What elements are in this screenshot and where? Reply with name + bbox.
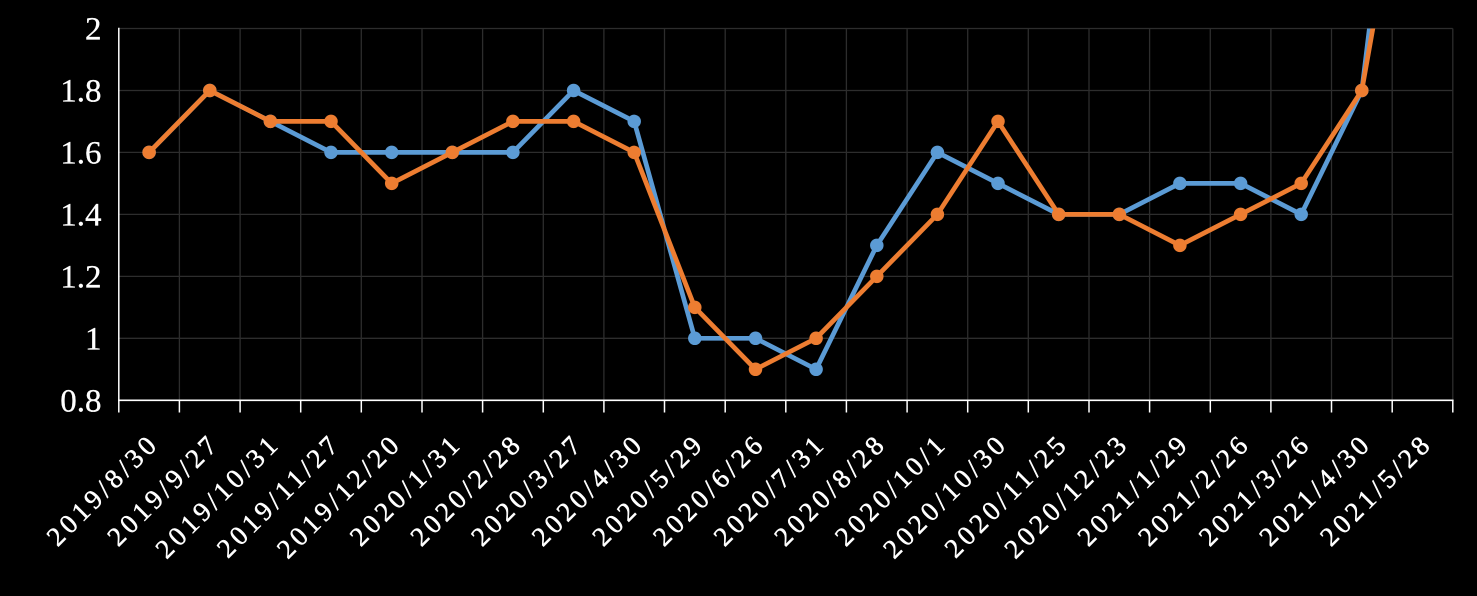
- svg-text:1.2: 1.2: [60, 259, 101, 295]
- svg-text:0.8: 0.8: [60, 383, 101, 419]
- svg-text:1.8: 1.8: [60, 74, 101, 110]
- svg-text:1: 1: [85, 321, 102, 357]
- svg-text:2: 2: [85, 12, 102, 48]
- svg-text:1.4: 1.4: [60, 197, 101, 233]
- svg-text:1.6: 1.6: [60, 135, 101, 171]
